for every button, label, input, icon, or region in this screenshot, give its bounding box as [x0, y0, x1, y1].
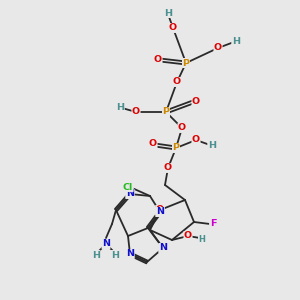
Text: P: P [163, 107, 170, 116]
Text: N: N [126, 190, 134, 199]
Text: H: H [164, 8, 172, 17]
Text: O: O [156, 206, 164, 214]
Text: O: O [132, 107, 140, 116]
Text: H: H [208, 142, 216, 151]
Text: N: N [159, 244, 167, 253]
Text: N: N [126, 250, 134, 259]
Text: Cl: Cl [123, 182, 133, 191]
Text: H: H [92, 250, 100, 260]
Text: H: H [116, 103, 124, 112]
Text: H: H [164, 8, 172, 17]
Text: N: N [159, 244, 167, 253]
Text: O: O [149, 140, 157, 148]
Text: N: N [102, 239, 110, 248]
Text: P: P [163, 107, 170, 116]
Text: H: H [199, 235, 206, 244]
Text: O: O [156, 206, 164, 214]
Text: H: H [199, 235, 206, 244]
Text: O: O [164, 164, 172, 172]
Text: P: P [182, 58, 190, 68]
Text: O: O [192, 98, 200, 106]
Text: H: H [232, 37, 240, 46]
Text: H: H [232, 37, 240, 46]
Text: P: P [182, 58, 190, 68]
Text: F: F [210, 220, 216, 229]
Text: O: O [178, 124, 186, 133]
Text: O: O [173, 77, 181, 86]
Text: O: O [154, 56, 162, 64]
Text: H: H [208, 142, 216, 151]
Text: N: N [126, 190, 134, 199]
Text: H: H [111, 250, 119, 260]
Text: O: O [192, 136, 200, 145]
Text: H: H [116, 103, 124, 112]
Text: O: O [169, 23, 177, 32]
Text: Cl: Cl [123, 182, 133, 191]
Text: N: N [156, 208, 164, 217]
Text: O: O [214, 44, 222, 52]
Text: N: N [126, 250, 134, 259]
Text: O: O [184, 232, 192, 241]
Text: F: F [210, 220, 216, 229]
Text: P: P [172, 143, 179, 152]
Text: P: P [172, 143, 179, 152]
Text: N: N [156, 208, 164, 217]
